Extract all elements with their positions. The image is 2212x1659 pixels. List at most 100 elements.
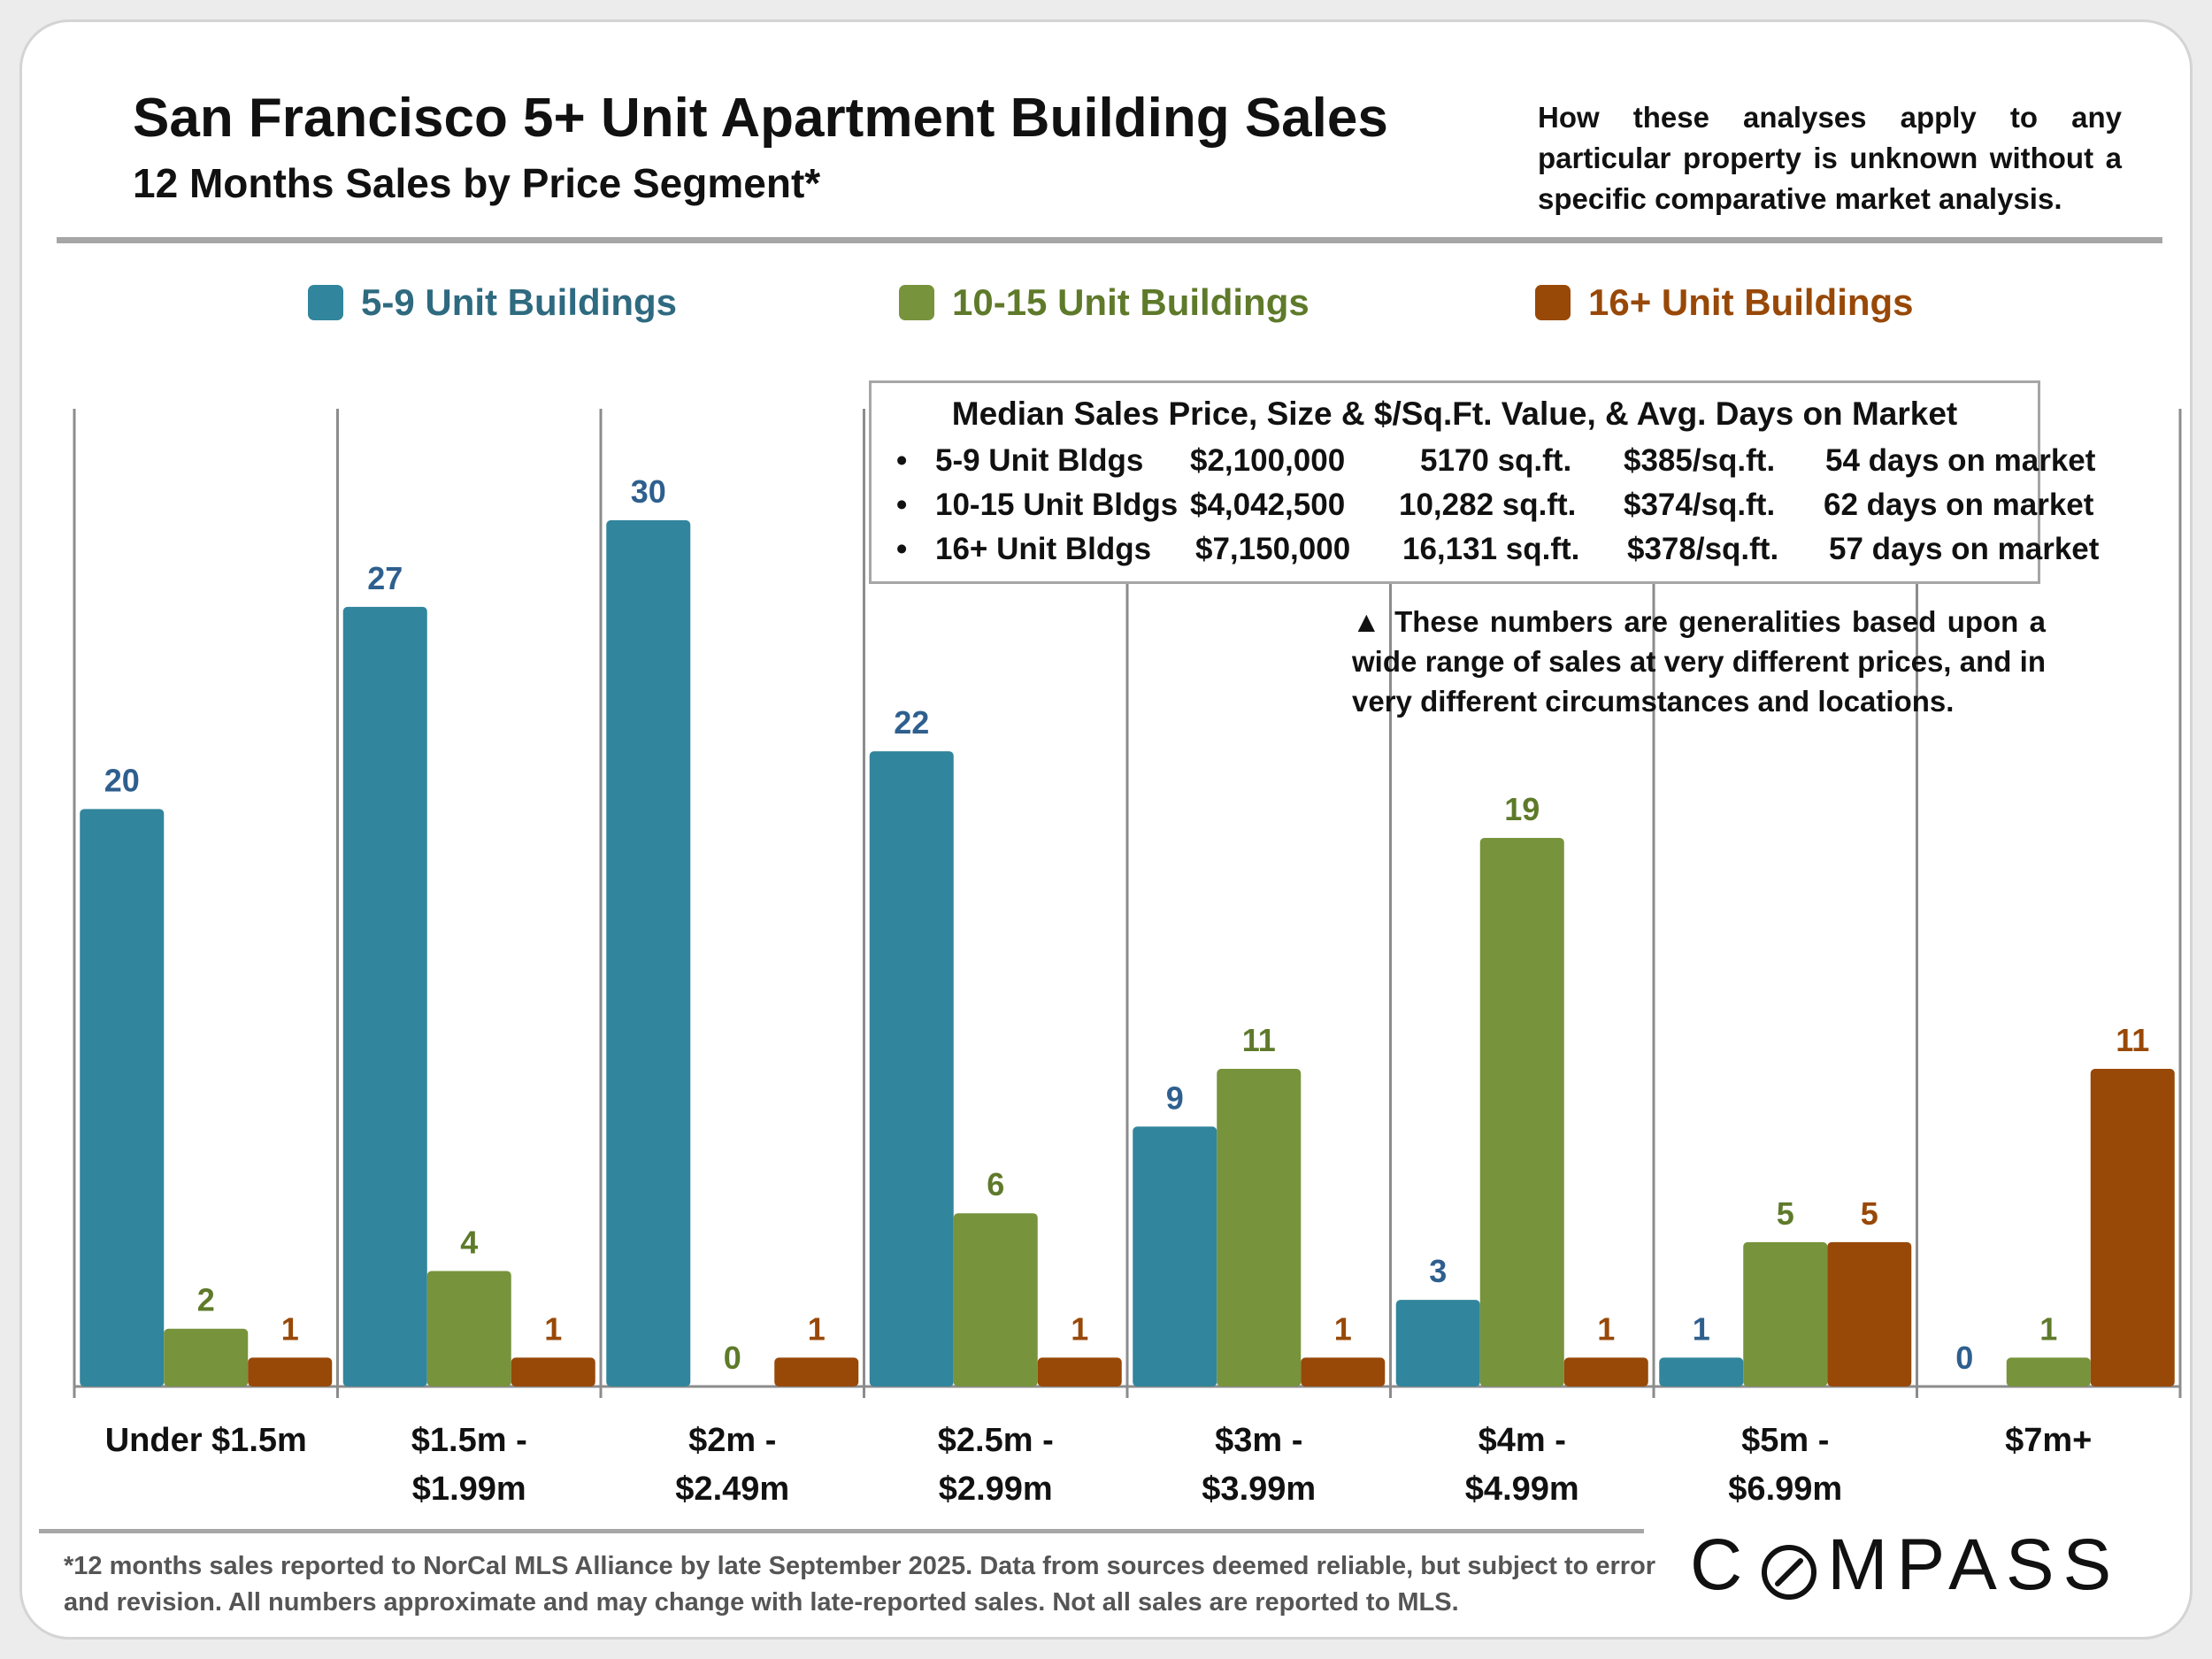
bar-value-label: 5 [1861, 1195, 1878, 1232]
bar-value-label: 1 [1597, 1310, 1615, 1347]
bar [1659, 1357, 1744, 1386]
bar [606, 520, 691, 1386]
bar-value-label: 3 [1429, 1253, 1447, 1289]
stats-name: 5-9 Unit Bldgs [935, 443, 1144, 478]
bar [1743, 1241, 1828, 1386]
stats-bullet: • [896, 532, 908, 566]
bar [2090, 1069, 2175, 1386]
stats-size: 5170 sq.ft. [1420, 443, 1572, 478]
bar [1563, 1357, 1648, 1386]
bar [774, 1357, 859, 1386]
bar-value-label: 22 [894, 704, 929, 741]
bar [164, 1328, 249, 1386]
compass-logo-rest: MPASS [1827, 1525, 2121, 1605]
bar [426, 1271, 511, 1386]
x-tick-label: Under $1.5m [105, 1422, 307, 1459]
stats-bullet: • [896, 488, 908, 522]
stats-dom: 62 days on market [1824, 488, 2094, 522]
stats-ppsf: $385/sq.ft. [1624, 443, 1776, 478]
page-subtitle: 12 Months Sales by Price Segment* [133, 160, 821, 206]
disclaimer-text: How these analyses apply to any particul… [1538, 101, 2122, 215]
compass-logo-c: C [1690, 1525, 1752, 1605]
compass-logo: C MPASS [1690, 1524, 2120, 1607]
stats-price: $7,150,000 [1195, 532, 1351, 566]
footer-divider [39, 1529, 1644, 1533]
x-tick-label: $1.5m - [411, 1422, 527, 1459]
bar [1037, 1357, 1122, 1386]
stats-size: 16,131 sq.ft. [1402, 532, 1580, 566]
x-tick-label: $4.99m [1465, 1471, 1579, 1508]
stats-bullet: • [896, 443, 908, 478]
bar [1133, 1126, 1217, 1386]
bar-value-label: 1 [1071, 1310, 1088, 1347]
bar [953, 1213, 1038, 1386]
bar [511, 1357, 595, 1386]
bar-value-label: 20 [104, 762, 140, 798]
stats-name: 10-15 Unit Bldgs [935, 488, 1179, 522]
x-tick-label: $2.49m [675, 1471, 789, 1508]
bar-value-label: 5 [1777, 1195, 1794, 1232]
compass-o-icon [1760, 1536, 1818, 1600]
stats-ppsf: $374/sq.ft. [1624, 488, 1776, 522]
bar [342, 606, 427, 1386]
bar-value-label: 19 [1504, 791, 1540, 827]
x-tick-label: $2.5m - [938, 1422, 1054, 1459]
bar [1827, 1241, 1912, 1386]
stats-row-10-15: • 10-15 Unit Bldgs $4,042,500 10,282 sq.… [872, 488, 2093, 528]
bar-value-label: 6 [987, 1166, 1004, 1202]
x-tick-label: $3.99m [1202, 1471, 1316, 1508]
bar-value-label: 0 [1955, 1340, 1973, 1376]
x-tick-label: $3m - [1215, 1422, 1302, 1459]
bar [1301, 1357, 1386, 1386]
stats-dom: 54 days on market [1825, 443, 2096, 478]
legend-item-5-9: 5-9 Unit Buildings [308, 281, 677, 324]
bar-value-label: 1 [1334, 1310, 1352, 1347]
legend-label-10-15: 10-15 Unit Buildings [952, 281, 1310, 323]
stats-price: $2,100,000 [1190, 443, 1346, 478]
x-tick-label: $6.99m [1728, 1471, 1842, 1508]
bar-value-label: 11 [2116, 1022, 2149, 1058]
stats-heading: Median Sales Price, Size & $/Sq.Ft. Valu… [951, 396, 1958, 432]
legend-label-16-plus: 16+ Unit Buildings [1588, 281, 1914, 323]
bar-value-label: 4 [460, 1224, 478, 1260]
x-tick-label: $1.99m [412, 1471, 526, 1508]
bar-value-label: 1 [808, 1310, 826, 1347]
generalities-note: ▲ These numbers are generalities based u… [1352, 605, 2046, 718]
legend-item-16-plus: 16+ Unit Buildings [1535, 281, 1914, 324]
stats-name: 16+ Unit Bldgs [935, 532, 1152, 566]
header-divider [57, 237, 2162, 243]
bar [1395, 1300, 1480, 1386]
x-tick-label: $2m - [688, 1422, 776, 1459]
bar-value-label: 1 [1693, 1310, 1710, 1347]
x-tick-label: $4m - [1479, 1422, 1566, 1459]
x-tick-label: $7m+ [2005, 1422, 2092, 1459]
legend-swatch-5-9 [308, 285, 343, 320]
bar [2006, 1357, 2091, 1386]
bar-value-label: 30 [631, 473, 666, 510]
bar [1217, 1069, 1302, 1386]
page-title: San Francisco 5+ Unit Apartment Building… [133, 88, 1388, 149]
stats-size: 10,282 sq.ft. [1399, 488, 1577, 522]
bar-value-label: 9 [1166, 1079, 1184, 1116]
stats-price: $4,042,500 [1190, 488, 1346, 522]
legend-label-5-9: 5-9 Unit Buildings [361, 281, 677, 323]
legend-swatch-10-15 [899, 285, 934, 320]
stats-row-16-plus: • 16+ Unit Bldgs $7,150,000 16,131 sq.ft… [872, 532, 2099, 572]
x-tick-label: $2.99m [939, 1471, 1053, 1508]
bar-value-label: 1 [2039, 1310, 2057, 1347]
bar [869, 751, 954, 1386]
bar-value-label: 27 [367, 560, 403, 596]
footnote: *12 months sales reported to NorCal MLS … [64, 1552, 1656, 1617]
stats-dom: 57 days on market [1829, 532, 2100, 566]
bar [1479, 837, 1564, 1386]
bar-value-label: 1 [281, 1310, 299, 1347]
x-tick-label: $5m - [1741, 1422, 1829, 1459]
bar [80, 809, 165, 1386]
stats-box: Median Sales Price, Size & $/Sq.Ft. Valu… [869, 380, 2099, 584]
legend-item-10-15: 10-15 Unit Buildings [899, 281, 1310, 324]
legend-swatch-16-plus [1535, 285, 1571, 320]
bar-value-label: 0 [724, 1340, 741, 1376]
bar-value-label: 11 [1242, 1022, 1276, 1058]
bar-value-label: 2 [197, 1282, 215, 1318]
